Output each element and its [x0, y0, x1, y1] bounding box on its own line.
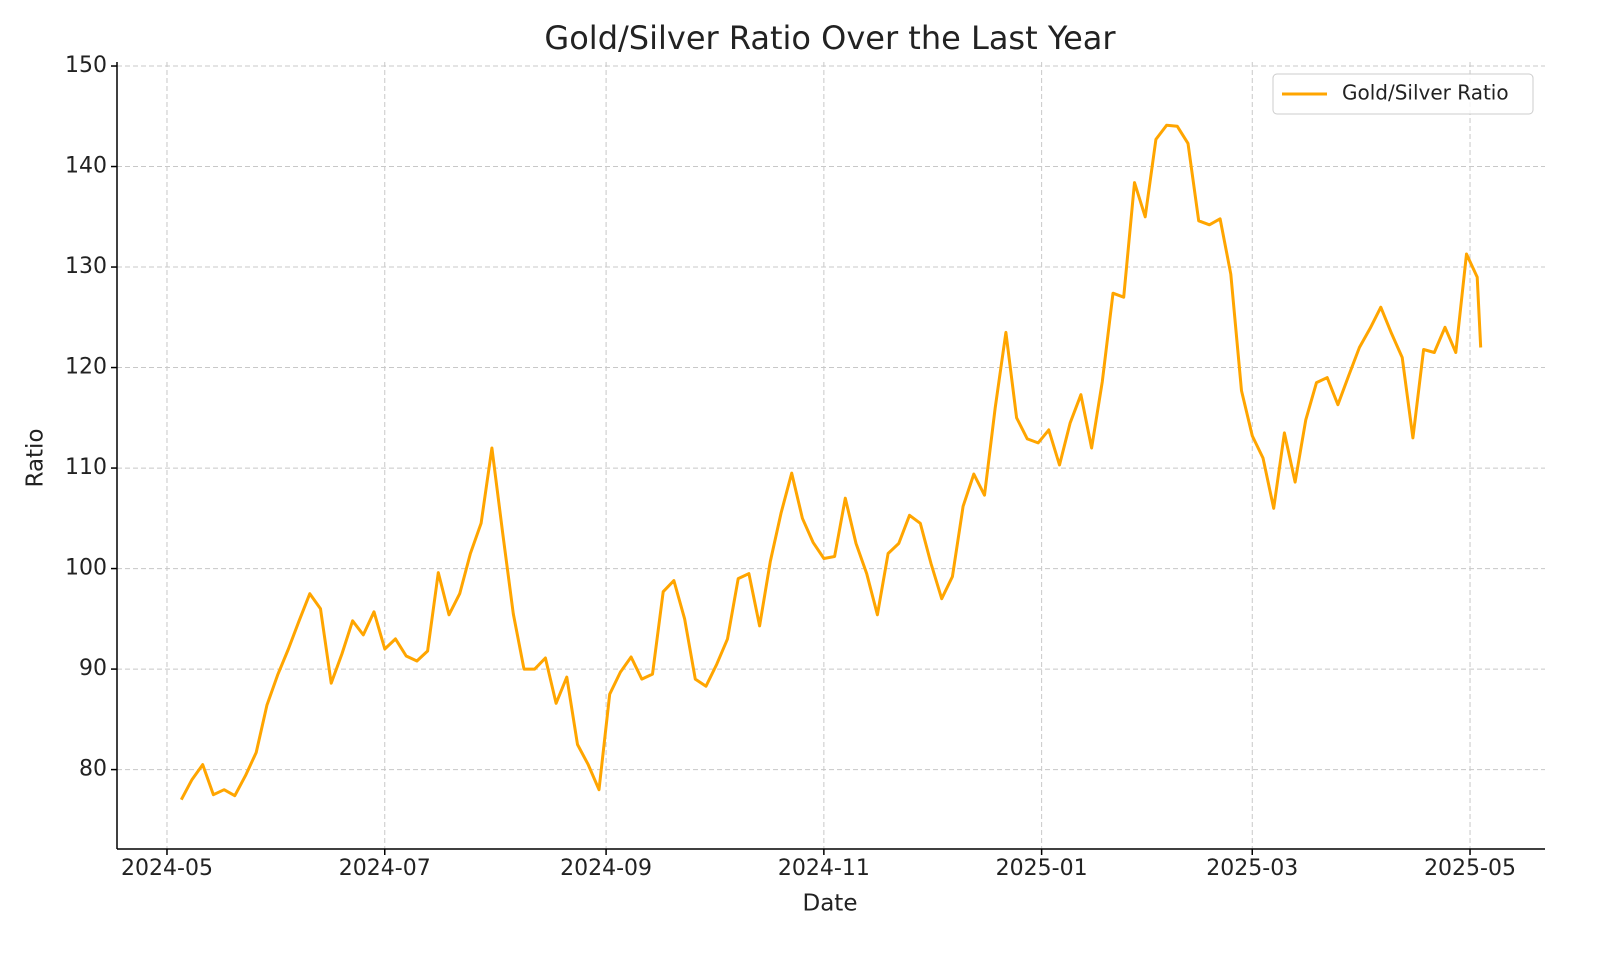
- y-tick-label: 130: [65, 254, 107, 279]
- x-tick-label: 2025-01: [996, 856, 1088, 881]
- y-tick-label: 140: [65, 154, 107, 179]
- legend-box: [1272, 73, 1534, 115]
- x-tick-label: 2025-05: [1424, 856, 1516, 881]
- x-tick-label: 2024-05: [121, 856, 213, 881]
- data-line: [179, 123, 1483, 801]
- legend-label: Gold/Silver Ratio: [1342, 81, 1509, 105]
- x-tick-label: 2024-09: [560, 856, 652, 881]
- y-tick-label: 150: [65, 53, 107, 78]
- y-tick-label: 80: [79, 757, 107, 782]
- x-axis-label: Date: [803, 891, 858, 917]
- y-axis-label: Ratio: [23, 428, 49, 487]
- y-tick-label: 90: [79, 656, 107, 681]
- x-tick-label: 2024-11: [778, 856, 870, 881]
- y-tick-label: 110: [65, 455, 107, 480]
- chart-title: Gold/Silver Ratio Over the Last Year: [544, 19, 1116, 57]
- x-tick-label: 2024-07: [339, 856, 431, 881]
- y-tick-label: 100: [65, 556, 107, 581]
- x-tick-label: 2025-03: [1206, 856, 1298, 881]
- y-tick-label: 120: [65, 355, 107, 380]
